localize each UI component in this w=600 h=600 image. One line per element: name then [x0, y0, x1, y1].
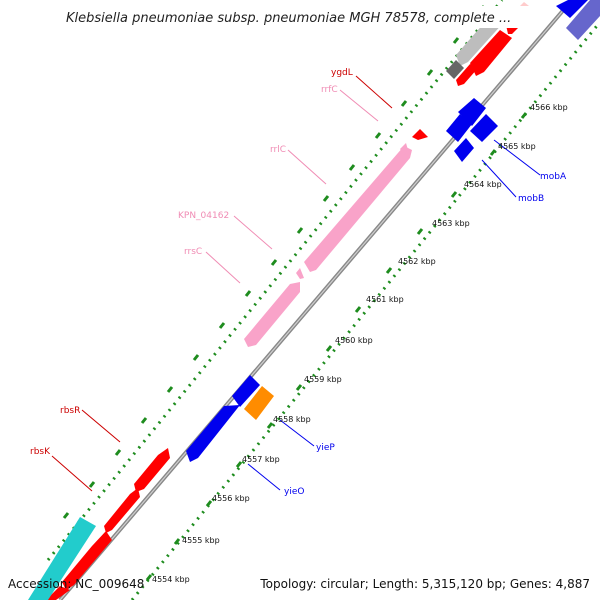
- gene-label-rrsC[interactable]: rrsC: [184, 247, 202, 257]
- gene-yieO-arrow[interactable]: [186, 405, 240, 462]
- accession-text: Accession: NC_009648: [8, 577, 145, 591]
- gene-violet-corner[interactable]: [566, 0, 600, 40]
- gene-red-top-1[interactable]: [456, 64, 478, 86]
- inner-major-ticks: [145, 112, 528, 581]
- gene-label-rbsR[interactable]: rbsR: [60, 406, 80, 416]
- gene-label-mobA[interactable]: mobA: [540, 172, 567, 182]
- tick-label: 4556 kbp: [212, 494, 250, 503]
- gene-mobA-arrow[interactable]: [470, 114, 498, 142]
- rna-rrfC[interactable]: [400, 143, 408, 155]
- gene-mobB-arrow[interactable]: [454, 138, 474, 162]
- tick-label: 4562 kbp: [398, 257, 436, 266]
- gene-ygdL-arrow[interactable]: [412, 129, 428, 140]
- rna-rrlC[interactable]: [304, 146, 412, 272]
- gene-labels: ygdL rrfC rrlC KPN_04162 rrsC rbsR rbsK …: [30, 68, 567, 497]
- tick-label: 4555 kbp: [182, 536, 220, 545]
- tick-label: 4565 kbp: [498, 142, 536, 151]
- rna-rrsC[interactable]: [244, 282, 300, 347]
- gene-label-rrfC[interactable]: rrfC: [321, 85, 338, 95]
- gene-blue-top-2[interactable]: [458, 98, 486, 126]
- backbone-highlight: [59, 0, 573, 600]
- gene-label-ygdL[interactable]: ygdL: [331, 68, 353, 78]
- map-title: Klebsiella pneumoniae subsp. pneumoniae …: [66, 11, 511, 26]
- gene-label-yieP[interactable]: yieP: [316, 443, 335, 453]
- tick-label: 4566 kbp: [530, 103, 568, 112]
- tick-label: 4558 kbp: [273, 415, 311, 424]
- tick-label: 4557 kbp: [242, 455, 280, 464]
- gene-label-mobB[interactable]: mobB: [518, 194, 544, 204]
- tick-label: 4563 kbp: [432, 219, 470, 228]
- gene-red-top-2[interactable]: [470, 30, 512, 76]
- gene-blue-corner[interactable]: [556, 0, 588, 18]
- tick-label: 4561 kbp: [366, 295, 404, 304]
- tick-labels: 4554 kbp 4555 kbp 4556 kbp 4557 kbp 4558…: [152, 103, 568, 584]
- gene-rbsK-arrow[interactable]: [46, 586, 70, 600]
- gene-yieP-arrow[interactable]: [244, 386, 274, 420]
- title-background: [60, 6, 534, 28]
- gene-blue-top-1[interactable]: [446, 114, 472, 142]
- tick-label: 4554 kbp: [152, 575, 190, 584]
- gene-cyan[interactable]: [28, 517, 96, 600]
- gene-rbsR-arrow[interactable]: [134, 448, 170, 492]
- label-leaders: [51, 75, 541, 492]
- gene-rbs-forward-2[interactable]: [104, 488, 140, 533]
- tick-label: 4560 kbp: [335, 336, 373, 345]
- gene-label-KPN_04162[interactable]: KPN_04162: [178, 211, 229, 221]
- gene-label-yieO[interactable]: yieO: [284, 487, 304, 497]
- gene-darkgray-top[interactable]: [446, 60, 464, 79]
- gene-blue-mid[interactable]: [232, 375, 260, 407]
- tick-label: 4564 kbp: [464, 180, 502, 189]
- gene-rbs-forward-1[interactable]: [62, 531, 112, 590]
- gene-label-rbsK[interactable]: rbsK: [30, 447, 51, 457]
- gene-label-rrlC[interactable]: rrlC: [270, 145, 286, 155]
- genome-stats-text: Topology: circular; Length: 5,315,120 bp…: [260, 577, 590, 591]
- rna-KPN_04162[interactable]: [296, 268, 304, 279]
- tick-label: 4559 kbp: [304, 375, 342, 384]
- outer-dotted-track: [46, 0, 504, 561]
